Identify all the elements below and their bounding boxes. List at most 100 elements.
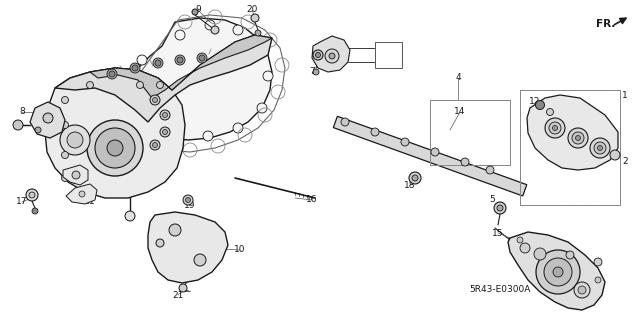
Circle shape [150, 140, 160, 150]
Circle shape [137, 55, 147, 65]
Circle shape [179, 284, 187, 292]
Circle shape [79, 191, 85, 197]
Text: 3: 3 [550, 103, 556, 113]
Circle shape [125, 75, 135, 85]
Circle shape [192, 9, 198, 15]
Polygon shape [55, 35, 272, 122]
Circle shape [572, 132, 584, 144]
Circle shape [95, 128, 135, 168]
Circle shape [253, 47, 263, 57]
Circle shape [341, 118, 349, 126]
Circle shape [520, 243, 530, 253]
Polygon shape [63, 165, 88, 185]
Polygon shape [66, 184, 97, 204]
Circle shape [412, 175, 418, 181]
Circle shape [255, 30, 261, 36]
Circle shape [152, 143, 157, 147]
Circle shape [130, 63, 140, 73]
Circle shape [313, 50, 323, 60]
Text: 21: 21 [152, 227, 164, 236]
Text: 14: 14 [454, 108, 466, 116]
Circle shape [107, 69, 117, 79]
Circle shape [233, 25, 243, 35]
Text: 6: 6 [385, 46, 391, 55]
Circle shape [156, 239, 164, 247]
Circle shape [107, 140, 123, 156]
Circle shape [175, 55, 185, 65]
Circle shape [60, 125, 90, 155]
Circle shape [194, 254, 206, 266]
Text: 5R43-E0300A: 5R43-E0300A [469, 286, 531, 294]
Polygon shape [375, 42, 402, 68]
Circle shape [203, 131, 213, 141]
Circle shape [610, 150, 620, 160]
Circle shape [325, 49, 339, 63]
Circle shape [175, 30, 185, 40]
Polygon shape [90, 35, 272, 98]
Polygon shape [128, 18, 272, 140]
Text: 16: 16 [307, 196, 317, 204]
Circle shape [157, 81, 163, 88]
Circle shape [517, 237, 523, 243]
Circle shape [547, 108, 554, 115]
Text: 5: 5 [489, 196, 495, 204]
Circle shape [199, 55, 205, 61]
Text: 13: 13 [72, 177, 84, 187]
Circle shape [598, 145, 602, 151]
Circle shape [233, 123, 243, 133]
Circle shape [494, 202, 506, 214]
Circle shape [13, 120, 23, 130]
Polygon shape [30, 102, 65, 138]
Circle shape [186, 197, 191, 203]
Text: 9: 9 [195, 5, 201, 14]
Circle shape [197, 53, 207, 63]
Circle shape [401, 138, 409, 146]
Circle shape [211, 26, 219, 34]
Circle shape [169, 224, 181, 236]
Circle shape [497, 205, 503, 211]
Text: 1: 1 [622, 91, 628, 100]
Circle shape [32, 208, 38, 214]
Circle shape [486, 166, 494, 174]
Circle shape [147, 117, 157, 127]
Circle shape [160, 110, 170, 120]
Circle shape [553, 267, 563, 277]
Circle shape [177, 57, 183, 63]
Polygon shape [527, 95, 618, 170]
Circle shape [61, 174, 68, 182]
Circle shape [87, 120, 143, 176]
Circle shape [127, 95, 137, 105]
Circle shape [578, 286, 586, 294]
Text: 4: 4 [455, 73, 461, 83]
Circle shape [371, 128, 379, 136]
Circle shape [67, 132, 83, 148]
Circle shape [86, 81, 93, 88]
Bar [333, 116, 527, 196]
Circle shape [136, 81, 143, 88]
Circle shape [568, 128, 588, 148]
Circle shape [251, 14, 259, 22]
Circle shape [205, 20, 215, 30]
Circle shape [61, 122, 68, 129]
Circle shape [61, 152, 68, 159]
Circle shape [536, 250, 580, 294]
Circle shape [329, 53, 335, 59]
Polygon shape [508, 232, 605, 310]
Text: 18: 18 [404, 181, 416, 189]
Polygon shape [312, 36, 350, 72]
Text: 7: 7 [309, 68, 315, 77]
Text: 8: 8 [19, 108, 25, 116]
Text: 17: 17 [16, 197, 28, 206]
Text: 19: 19 [184, 202, 196, 211]
Circle shape [575, 136, 580, 140]
Circle shape [132, 65, 138, 71]
Circle shape [109, 71, 115, 77]
Circle shape [43, 113, 53, 123]
Text: 11: 11 [84, 197, 96, 206]
Text: 20: 20 [246, 5, 258, 14]
Text: 2: 2 [622, 158, 628, 167]
Circle shape [595, 277, 601, 283]
Circle shape [536, 100, 545, 109]
Circle shape [150, 95, 160, 105]
Text: FR.: FR. [596, 19, 616, 29]
